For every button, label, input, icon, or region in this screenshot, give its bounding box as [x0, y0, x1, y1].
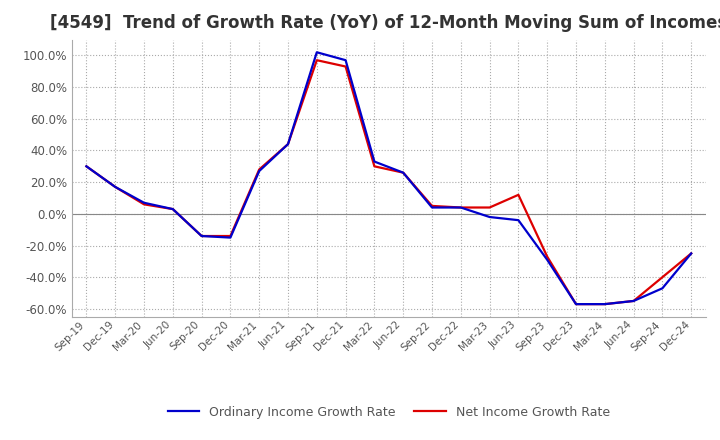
Ordinary Income Growth Rate	[629, 298, 638, 304]
Ordinary Income Growth Rate	[485, 214, 494, 220]
Ordinary Income Growth Rate	[226, 235, 235, 240]
Ordinary Income Growth Rate	[111, 184, 120, 190]
Ordinary Income Growth Rate	[456, 205, 465, 210]
Net Income Growth Rate	[600, 301, 609, 307]
Ordinary Income Growth Rate	[168, 206, 177, 212]
Ordinary Income Growth Rate	[572, 301, 580, 307]
Net Income Growth Rate	[226, 233, 235, 238]
Net Income Growth Rate	[312, 58, 321, 63]
Net Income Growth Rate	[284, 142, 292, 147]
Line: Net Income Growth Rate: Net Income Growth Rate	[86, 60, 691, 304]
Net Income Growth Rate	[428, 203, 436, 209]
Net Income Growth Rate	[629, 298, 638, 304]
Ordinary Income Growth Rate	[82, 164, 91, 169]
Ordinary Income Growth Rate	[370, 159, 379, 164]
Net Income Growth Rate	[140, 202, 148, 207]
Net Income Growth Rate	[255, 167, 264, 172]
Net Income Growth Rate	[197, 233, 206, 238]
Ordinary Income Growth Rate	[312, 50, 321, 55]
Net Income Growth Rate	[399, 170, 408, 175]
Ordinary Income Growth Rate	[399, 170, 408, 175]
Ordinary Income Growth Rate	[687, 251, 696, 256]
Ordinary Income Growth Rate	[284, 142, 292, 147]
Net Income Growth Rate	[370, 164, 379, 169]
Ordinary Income Growth Rate	[600, 301, 609, 307]
Net Income Growth Rate	[82, 164, 91, 169]
Net Income Growth Rate	[572, 301, 580, 307]
Net Income Growth Rate	[168, 206, 177, 212]
Net Income Growth Rate	[543, 254, 552, 259]
Ordinary Income Growth Rate	[255, 169, 264, 174]
Ordinary Income Growth Rate	[140, 200, 148, 205]
Line: Ordinary Income Growth Rate: Ordinary Income Growth Rate	[86, 52, 691, 304]
Net Income Growth Rate	[341, 64, 350, 69]
Ordinary Income Growth Rate	[543, 257, 552, 262]
Ordinary Income Growth Rate	[428, 205, 436, 210]
Title: [4549]  Trend of Growth Rate (YoY) of 12-Month Moving Sum of Incomes: [4549] Trend of Growth Rate (YoY) of 12-…	[50, 15, 720, 33]
Ordinary Income Growth Rate	[197, 233, 206, 238]
Net Income Growth Rate	[658, 275, 667, 280]
Ordinary Income Growth Rate	[514, 217, 523, 223]
Net Income Growth Rate	[485, 205, 494, 210]
Net Income Growth Rate	[111, 184, 120, 190]
Ordinary Income Growth Rate	[658, 286, 667, 291]
Net Income Growth Rate	[514, 192, 523, 198]
Net Income Growth Rate	[687, 251, 696, 256]
Legend: Ordinary Income Growth Rate, Net Income Growth Rate: Ordinary Income Growth Rate, Net Income …	[163, 401, 615, 424]
Net Income Growth Rate	[456, 205, 465, 210]
Ordinary Income Growth Rate	[341, 58, 350, 63]
